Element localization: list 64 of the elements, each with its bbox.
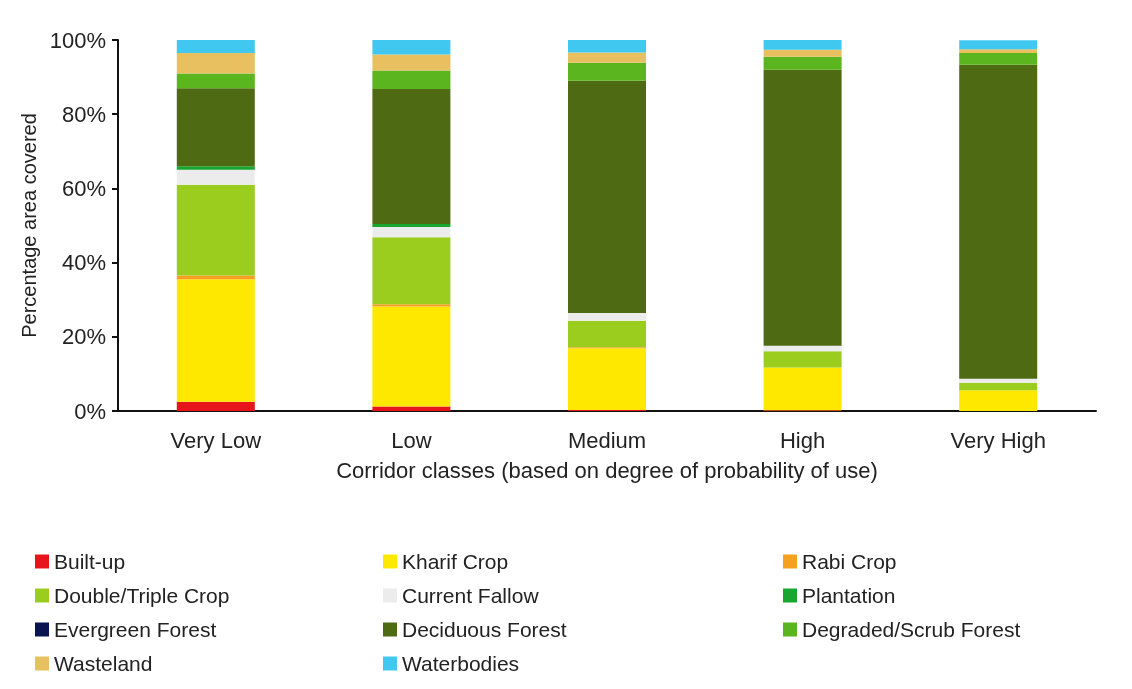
x-axis-title: Corridor classes (based on degree of probability of use) <box>336 457 878 483</box>
bar <box>568 40 646 53</box>
bar <box>959 390 1038 411</box>
legend-label: Double/Triple Crop <box>54 584 230 607</box>
bar <box>372 306 451 407</box>
legend-label: Plantation <box>802 584 896 607</box>
bar <box>959 52 1038 65</box>
bar <box>568 80 646 314</box>
bar <box>763 56 842 70</box>
bar <box>959 40 1038 50</box>
legend-label: Built-up <box>54 550 126 573</box>
bar <box>763 49 842 57</box>
bar <box>176 88 255 167</box>
bar <box>763 69 842 346</box>
y-tick-label: 80% <box>61 101 106 127</box>
bar <box>763 40 842 50</box>
y-axis-title: Percentage area covered <box>17 113 40 338</box>
bar <box>372 70 451 89</box>
bar <box>568 52 646 63</box>
bar <box>568 62 646 81</box>
bar <box>763 351 842 368</box>
bar <box>176 40 255 53</box>
legend-label: Waterbodies <box>402 652 520 675</box>
x-tick-label: Low <box>391 427 432 453</box>
bar <box>372 54 451 71</box>
bar <box>176 73 255 89</box>
bar <box>568 313 646 321</box>
legend-label: Wasteland <box>54 652 153 675</box>
bar <box>959 49 1038 53</box>
legend-label: Deciduous Forest <box>402 618 567 641</box>
bar <box>959 378 1038 383</box>
bar <box>372 88 451 225</box>
legend-label: Degraded/Scrub Forest <box>802 618 1021 641</box>
bar <box>176 401 255 411</box>
legend-label: Rabi Crop <box>802 550 897 573</box>
bar <box>176 52 255 74</box>
x-tick-label: Very Low <box>170 427 262 453</box>
legend-label: Kharif Crop <box>402 550 509 573</box>
y-tick-label: 0% <box>74 398 106 424</box>
x-tick-label: Very High <box>950 427 1046 453</box>
bar <box>176 166 255 170</box>
bar <box>372 40 451 55</box>
bar <box>568 348 646 410</box>
bar <box>372 237 451 305</box>
bar <box>372 406 451 411</box>
bar <box>568 320 646 348</box>
x-tick-label: High <box>779 427 826 453</box>
bar <box>176 184 255 276</box>
bar <box>372 304 451 307</box>
bar <box>372 226 451 238</box>
y-tick-label: 20% <box>61 324 106 350</box>
legend-label: Evergreen Forest <box>54 618 217 641</box>
y-tick-label: 60% <box>61 175 106 201</box>
bar <box>176 169 255 185</box>
y-tick-label: 100% <box>49 27 106 53</box>
bar <box>959 64 1038 379</box>
bar <box>763 345 842 352</box>
bar <box>176 279 255 402</box>
bar <box>959 382 1038 391</box>
legend-label: Current Fallow <box>402 584 540 607</box>
bar <box>763 367 842 411</box>
bar <box>372 224 451 227</box>
y-tick-label: 40% <box>61 250 106 276</box>
x-tick-label: Medium <box>567 427 647 453</box>
